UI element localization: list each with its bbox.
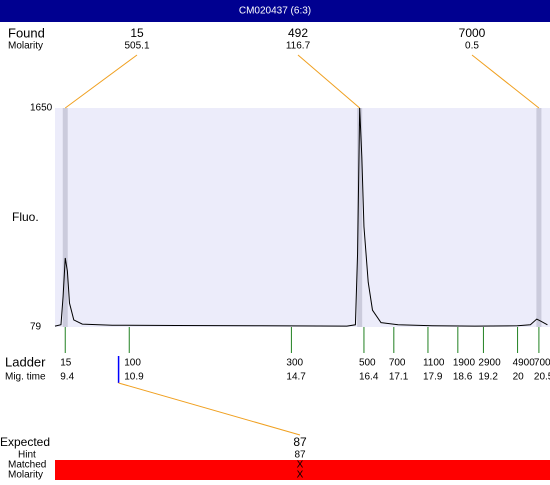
- expected-value: 87: [293, 435, 307, 449]
- ladder-size: 15: [60, 358, 72, 369]
- found-connector: [471, 54, 540, 109]
- plot-area: [55, 108, 550, 327]
- trace: [54, 107, 548, 327]
- found-molarity: 0.5: [465, 41, 479, 52]
- title-bar: [0, 0, 550, 22]
- ladder-time: 18.6: [453, 372, 473, 383]
- ladder-time: 14.7: [286, 372, 306, 383]
- found-molarity: 116.7: [286, 41, 311, 52]
- matched-bar: [55, 460, 550, 480]
- ladder-size: 7000: [534, 358, 550, 369]
- ladder-size: 1900: [453, 358, 476, 369]
- molarity-value: X: [297, 470, 304, 480]
- found-band: [536, 108, 542, 327]
- ladder-time: 17.9: [423, 372, 443, 383]
- ladder-size: 500: [359, 358, 376, 369]
- found-size: 492: [288, 26, 308, 40]
- ladder-time: 9.4: [60, 372, 74, 383]
- ladder-label: Ladder: [5, 354, 46, 369]
- matched-value: X: [297, 460, 304, 471]
- hint-value: 87: [294, 450, 306, 461]
- ladder-size: 4900: [513, 358, 536, 369]
- y-tick-label: 79: [30, 322, 42, 333]
- ladder-time: 20: [513, 372, 525, 383]
- molarity-label: Molarity: [8, 41, 43, 52]
- found-size: 7000: [459, 26, 486, 40]
- expected-label: Expected: [0, 435, 50, 449]
- ladder-size: 100: [124, 358, 141, 369]
- found-size: 15: [130, 26, 144, 40]
- ladder-time: 19.2: [478, 372, 498, 383]
- y-axis-label: Fluo.: [12, 210, 39, 224]
- y-tick-label: 1650: [30, 103, 53, 114]
- ladder-size: 700: [389, 358, 406, 369]
- ladder-time: 20.5: [534, 372, 550, 383]
- ladder-time: 10.9: [124, 372, 144, 383]
- found-connector: [297, 54, 361, 109]
- ladder-size: 2900: [478, 358, 501, 369]
- found-molarity: 505.1: [124, 41, 149, 52]
- found-label: Found: [8, 25, 45, 40]
- ladder-size: 1100: [423, 358, 445, 369]
- ladder-time: 16.4: [359, 372, 379, 383]
- expected-connector: [118, 382, 301, 436]
- ladder-time: 17.1: [389, 372, 409, 383]
- found-band: [357, 108, 363, 327]
- found-connector: [64, 54, 138, 109]
- matched-label: Matched: [8, 460, 46, 471]
- found-band: [62, 108, 68, 327]
- molarity-row-label: Molarity: [8, 470, 43, 480]
- mig-time-label: Mig. time: [5, 372, 46, 383]
- hint-label: Hint: [18, 450, 36, 461]
- chart-title: CM020437 (6:3): [239, 6, 311, 17]
- ladder-size: 300: [286, 358, 303, 369]
